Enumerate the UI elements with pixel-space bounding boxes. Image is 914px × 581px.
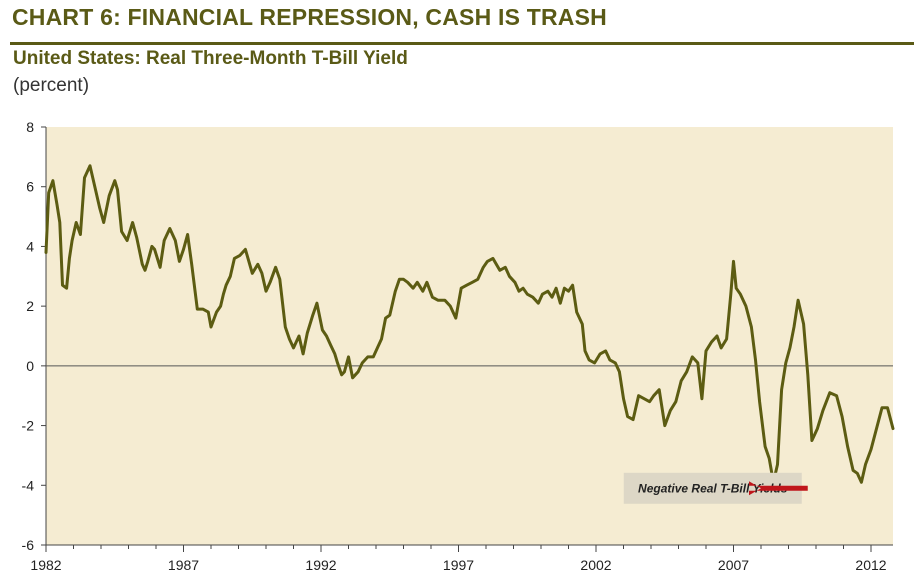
chart-title: CHART 6: FINANCIAL REPRESSION, CASH IS T…	[12, 4, 607, 30]
series-line-real-tbill-yield	[44, 164, 895, 484]
y-axis: 8 6 4 2 0 -2 -4 -6	[22, 119, 47, 553]
x-tick-label: 1987	[168, 557, 199, 573]
x-axis: 1982 1987 1992 1997 2002 2007 2012	[30, 544, 893, 573]
x-tick-label: 1997	[443, 557, 474, 573]
chart-subtitle: United States: Real Three-Month T-Bill Y…	[13, 48, 408, 69]
x-tick-label: 2007	[718, 557, 749, 573]
y-tick-label: -4	[22, 477, 35, 493]
y-tick-label: 8	[26, 119, 34, 135]
annotation-negative-yields: Negative Real T-Bill Yields	[623, 472, 808, 504]
x-tick-label: 2012	[855, 557, 886, 573]
y-tick-label: -6	[22, 537, 35, 553]
x-tick-label: 2002	[580, 557, 611, 573]
chart-units-label: (percent)	[13, 75, 90, 96]
title-divider	[10, 42, 914, 45]
y-tick-label: -2	[22, 418, 35, 434]
y-tick-label: 4	[26, 238, 34, 254]
y-tick-label: 0	[26, 358, 34, 374]
x-tick-label: 1992	[305, 557, 336, 573]
right-arrow-icon	[749, 481, 808, 496]
x-tick-label: 1982	[30, 557, 61, 573]
y-tick-label: 2	[26, 298, 34, 314]
y-tick-label: 6	[26, 179, 34, 195]
